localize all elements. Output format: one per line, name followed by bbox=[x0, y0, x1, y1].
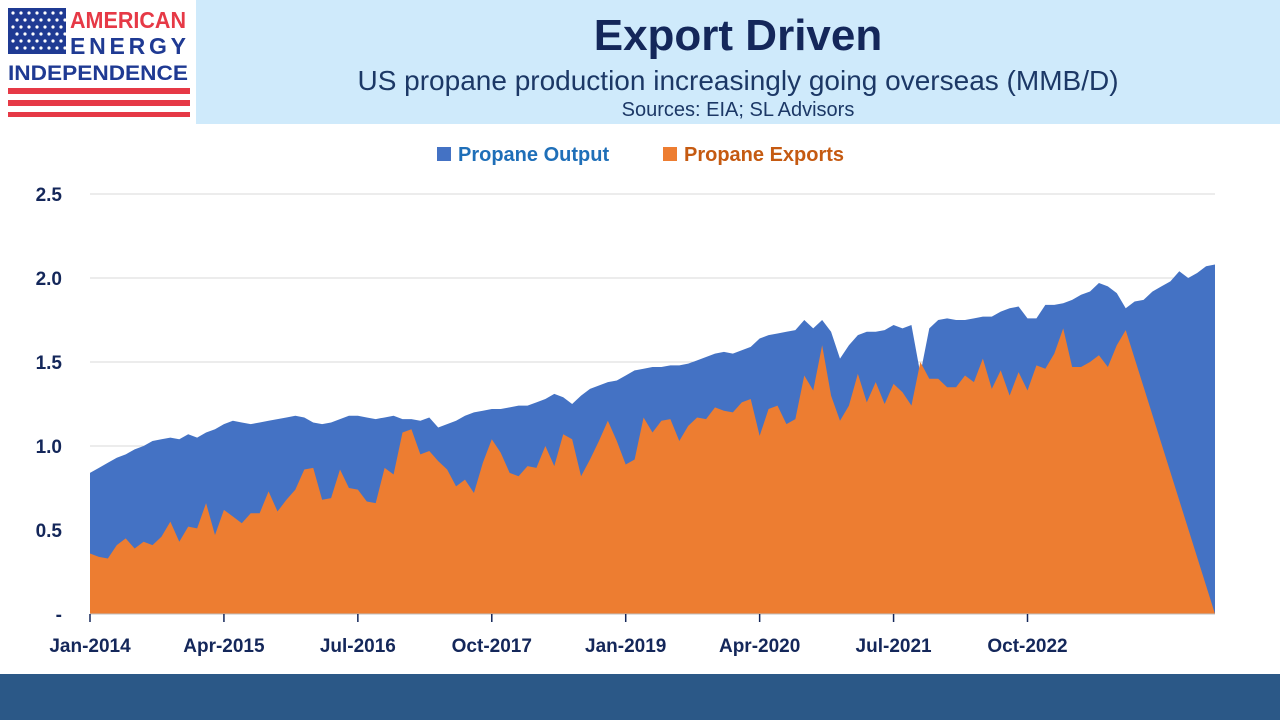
page-title: Export Driven bbox=[593, 11, 883, 60]
chart-areas bbox=[90, 264, 1215, 614]
logo-star bbox=[39, 46, 43, 50]
logo-star bbox=[47, 46, 51, 50]
logo-star bbox=[27, 39, 31, 43]
logo-star bbox=[63, 18, 67, 22]
legend-swatch-propane-output bbox=[437, 147, 451, 161]
logo-star bbox=[39, 18, 43, 22]
y-tick-label: 2.5 bbox=[36, 185, 63, 206]
series-area-propane-exports bbox=[90, 328, 1215, 614]
logo-star bbox=[55, 18, 59, 22]
logo-star bbox=[39, 32, 43, 36]
logo-star bbox=[35, 39, 39, 43]
y-tick-label: - bbox=[56, 605, 62, 626]
logo-line-3: INDEPENDENCE bbox=[8, 62, 188, 85]
logo-star bbox=[43, 11, 47, 15]
logo-star bbox=[59, 25, 63, 29]
area-chart: - 0.5 1.0 1.5 2.0 2.5 Jan-2014 Apr-2015 Jul-201… bbox=[36, 144, 1215, 657]
x-tick-label: Oct-2022 bbox=[987, 636, 1067, 657]
logo: AMERICAN ENERGY INDEPENDENCE bbox=[0, 0, 196, 124]
x-tick-label: Jan-2019 bbox=[585, 636, 666, 657]
logo-star bbox=[51, 11, 55, 15]
y-tick-label: 1.5 bbox=[36, 353, 63, 374]
footer-bar bbox=[0, 674, 1280, 720]
y-tick-label: 1.0 bbox=[36, 437, 62, 458]
logo-star bbox=[55, 32, 59, 36]
logo-star bbox=[11, 25, 15, 29]
x-axis: Jan-2014 Apr-2015 Jul-2016 Oct-2017 Jan-2019… bbox=[49, 613, 1215, 657]
y-tick-label: 2.0 bbox=[36, 269, 62, 290]
logo-star bbox=[63, 32, 67, 36]
logo-star bbox=[15, 32, 19, 36]
y-tick-label: 0.5 bbox=[36, 521, 63, 542]
logo-star bbox=[51, 39, 55, 43]
american-flag-logo: AMERICAN ENERGY INDEPENDENCE bbox=[8, 7, 190, 117]
logo-star bbox=[63, 46, 67, 50]
logo-star bbox=[27, 25, 31, 29]
x-tick-label: Jul-2016 bbox=[320, 636, 396, 657]
legend-label-propane-output: Propane Output bbox=[458, 144, 609, 166]
page-subtitle: US propane production increasingly going… bbox=[357, 65, 1119, 96]
logo-star bbox=[11, 11, 15, 15]
logo-star bbox=[43, 39, 47, 43]
logo-star bbox=[51, 25, 55, 29]
logo-star bbox=[23, 18, 27, 22]
logo-stripe-3 bbox=[8, 112, 190, 117]
legend-swatch-propane-exports bbox=[663, 147, 677, 161]
logo-star bbox=[19, 25, 23, 29]
logo-line-1: AMERICAN bbox=[70, 7, 186, 33]
source-note: Sources: EIA; SL Advisors bbox=[621, 99, 855, 121]
logo-star bbox=[11, 39, 15, 43]
logo-star bbox=[47, 32, 51, 36]
logo-star bbox=[55, 46, 59, 50]
x-tick-label: Jan-2014 bbox=[49, 636, 131, 657]
y-axis: - 0.5 1.0 1.5 2.0 2.5 bbox=[36, 185, 63, 626]
logo-stripe-2 bbox=[8, 100, 190, 106]
logo-star bbox=[15, 46, 19, 50]
x-tick-label: Apr-2015 bbox=[183, 636, 265, 657]
logo-flag-canton bbox=[8, 8, 66, 54]
logo-star bbox=[35, 25, 39, 29]
logo-star bbox=[15, 18, 19, 22]
logo-star bbox=[19, 11, 23, 15]
x-tick-label: Apr-2020 bbox=[719, 636, 800, 657]
legend: Propane Output Propane Exports bbox=[437, 144, 844, 166]
header-band bbox=[196, 0, 1280, 124]
logo-star bbox=[59, 39, 63, 43]
logo-star bbox=[31, 46, 35, 50]
logo-star bbox=[59, 11, 63, 15]
logo-stars bbox=[11, 11, 67, 50]
x-tick-label: Oct-2017 bbox=[452, 636, 532, 657]
logo-star bbox=[31, 32, 35, 36]
logo-star bbox=[43, 25, 47, 29]
logo-star bbox=[23, 46, 27, 50]
logo-line-2: ENERGY bbox=[70, 33, 186, 59]
logo-star bbox=[23, 32, 27, 36]
logo-stripe-1 bbox=[8, 88, 190, 94]
logo-star bbox=[35, 11, 39, 15]
x-tick-label: Jul-2021 bbox=[856, 636, 932, 657]
logo-star bbox=[31, 18, 35, 22]
logo-star bbox=[27, 11, 31, 15]
legend-label-propane-exports: Propane Exports bbox=[684, 144, 844, 166]
logo-star bbox=[47, 18, 51, 22]
logo-star bbox=[19, 39, 23, 43]
